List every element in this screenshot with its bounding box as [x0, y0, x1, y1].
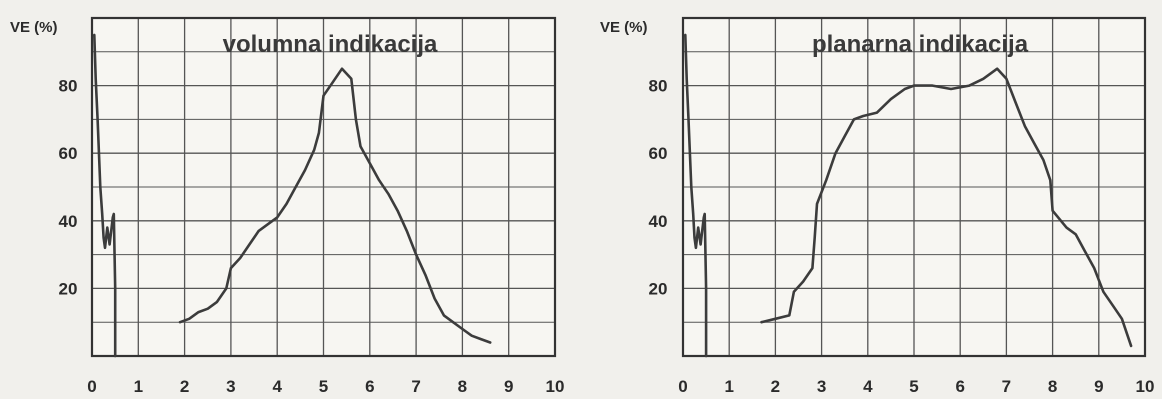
x-tick-label: 6 — [365, 377, 374, 396]
x-tick-label: 1 — [134, 377, 143, 396]
y-tick-label: 40 — [649, 212, 668, 231]
x-tick-label: 3 — [817, 377, 826, 396]
x-tick-label: 4 — [863, 377, 873, 396]
chart-title: volumna indikacija — [223, 31, 438, 58]
x-tick-label: 5 — [909, 377, 918, 396]
x-tick-label: 1 — [724, 377, 733, 396]
x-tick-label: 10 — [546, 377, 565, 396]
plot-frame — [90, 16, 557, 358]
y-tick-label: 80 — [59, 77, 78, 96]
y-axis-title: VE (%) — [600, 19, 648, 36]
y-tick-label: 60 — [649, 144, 668, 163]
x-tick-label: 3 — [226, 377, 235, 396]
y-tick-label: 20 — [59, 279, 78, 298]
chart-title: planarna indikacija — [812, 31, 1029, 58]
x-tick-label: 10 — [1136, 377, 1155, 396]
x-tick-label: 2 — [771, 377, 780, 396]
y-axis-title: VE (%) — [10, 19, 58, 36]
x-tick-label: 5 — [319, 377, 328, 396]
x-tick-label: 6 — [955, 377, 964, 396]
chart-planarna-indikacija: 20 40 60 80 0 1 2 3 4 5 6 7 8 9 10 VE (%) planarna indik… — [600, 16, 1155, 396]
y-tick-label: 20 — [649, 279, 668, 298]
x-tick-label: 8 — [458, 377, 467, 396]
series-line-2 — [760, 67, 1133, 348]
x-tick-label: 7 — [411, 377, 420, 396]
y-tick-label: 60 — [59, 144, 78, 163]
chart-volumna-indikacija: 20 40 60 80 0 1 2 3 4 5 6 7 8 9 10 VE (%) volumna indika… — [10, 16, 565, 396]
series-line-1 — [684, 33, 708, 358]
x-tick-label: 0 — [87, 377, 96, 396]
series-line-1 — [93, 33, 117, 358]
y-tick-label: 80 — [649, 77, 668, 96]
series-line-2 — [178, 67, 492, 344]
x-tick-label: 9 — [504, 377, 513, 396]
x-tick-label: 8 — [1048, 377, 1057, 396]
x-tick-label: 2 — [180, 377, 189, 396]
plot-frame — [681, 16, 1147, 358]
y-tick-label: 40 — [59, 212, 78, 231]
x-tick-label: 0 — [678, 377, 687, 396]
x-tick-label: 9 — [1094, 377, 1103, 396]
x-tick-label: 7 — [1002, 377, 1011, 396]
x-tick-label: 4 — [272, 377, 282, 396]
